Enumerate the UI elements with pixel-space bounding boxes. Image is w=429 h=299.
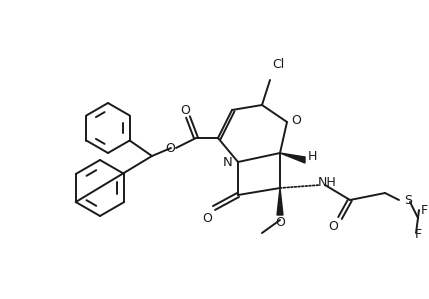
Text: Cl: Cl bbox=[272, 59, 284, 71]
Text: O: O bbox=[180, 103, 190, 117]
Text: NH: NH bbox=[317, 176, 336, 190]
Text: O: O bbox=[165, 141, 175, 155]
Text: O: O bbox=[291, 114, 301, 126]
Polygon shape bbox=[277, 188, 283, 215]
Text: N: N bbox=[223, 156, 233, 170]
Text: F: F bbox=[414, 228, 422, 242]
Text: S: S bbox=[404, 193, 412, 207]
Text: O: O bbox=[202, 211, 212, 225]
Text: O: O bbox=[328, 219, 338, 233]
Text: F: F bbox=[420, 204, 428, 216]
Text: H: H bbox=[307, 150, 317, 164]
Text: O: O bbox=[275, 216, 285, 230]
Polygon shape bbox=[280, 153, 305, 163]
